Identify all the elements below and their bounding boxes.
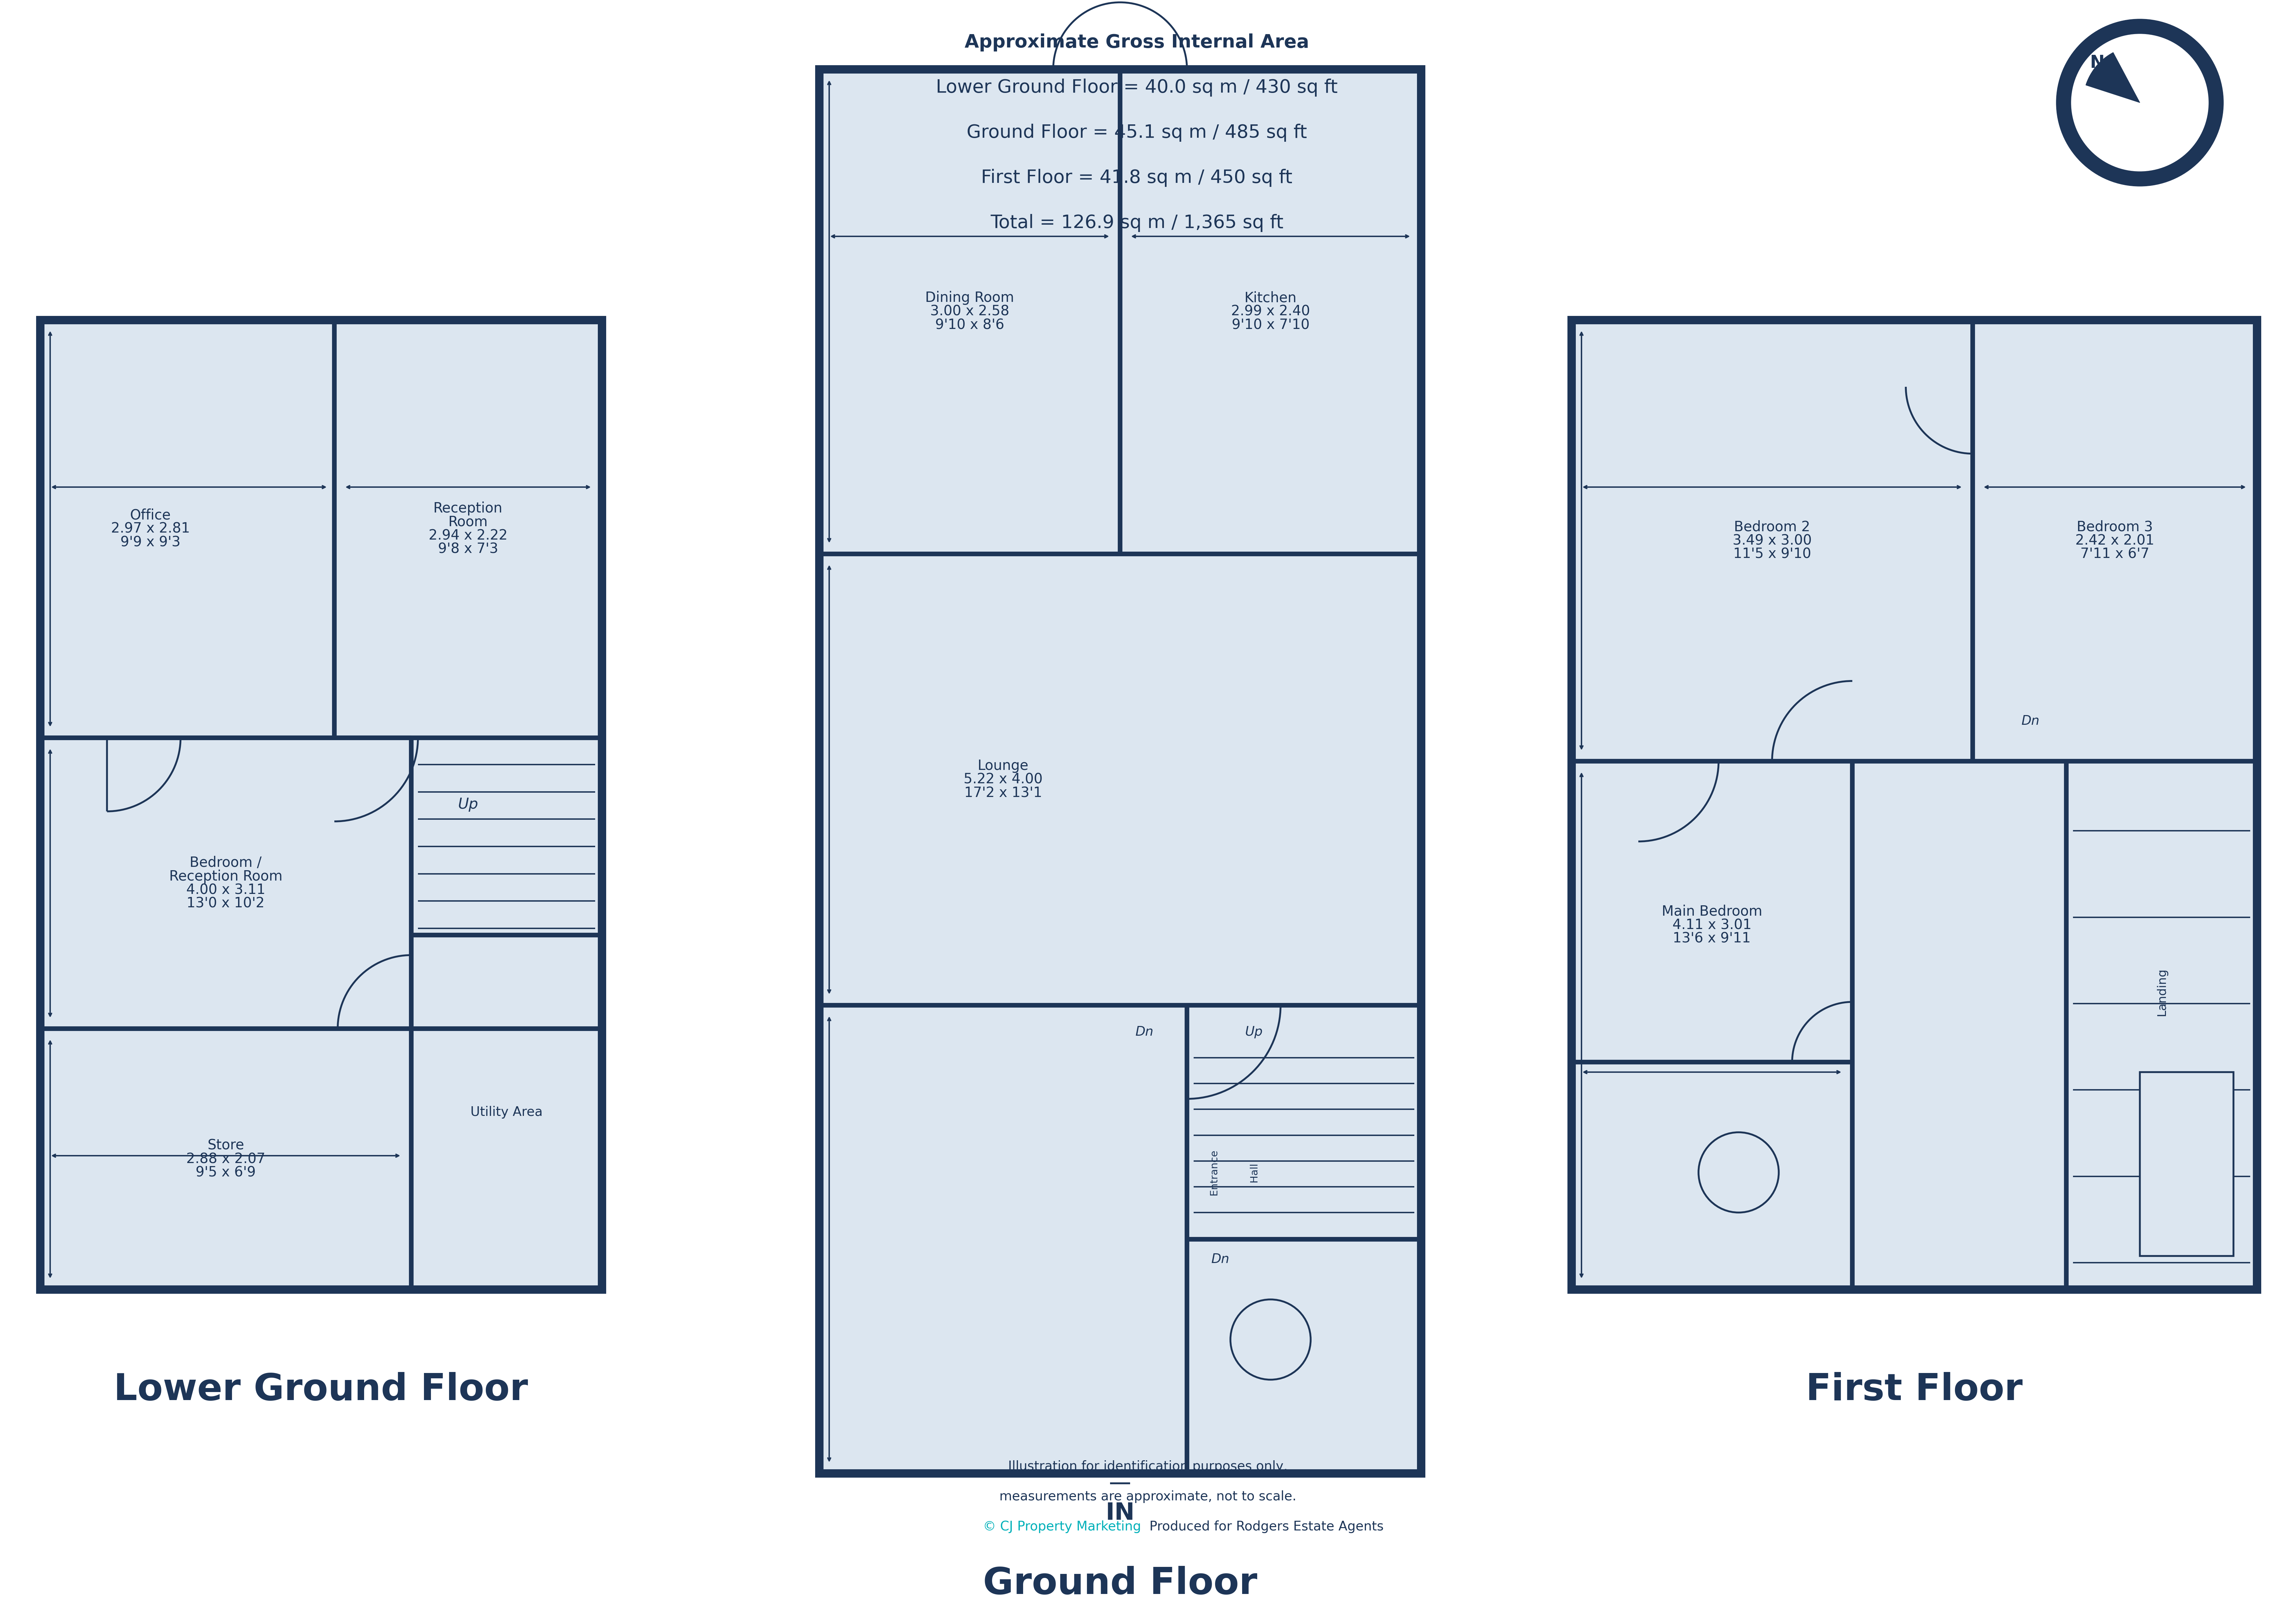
Text: Entrance: Entrance [1210,1149,1219,1196]
Text: Up: Up [457,797,478,812]
Text: 17'2 x 13'1: 17'2 x 13'1 [964,786,1042,800]
Text: © CJ Property Marketing: © CJ Property Marketing [983,1520,1141,1533]
Text: Store: Store [207,1138,243,1152]
Text: First Floor: First Floor [1805,1372,2023,1408]
Text: Main Bedroom: Main Bedroom [1662,905,1761,919]
Text: Office: Office [131,508,170,522]
Text: 9'8 x 7'3: 9'8 x 7'3 [439,542,498,556]
Text: Ground Floor = 45.1 sq m / 485 sq ft: Ground Floor = 45.1 sq m / 485 sq ft [967,124,1306,141]
Bar [1570,320,2257,1289]
Text: Dn: Dn [1212,1253,1228,1266]
Text: 7'11 x 6'7: 7'11 x 6'7 [2080,546,2149,561]
Text: 2.94 x 2.22: 2.94 x 2.22 [429,529,507,543]
Text: 5.22 x 4.00: 5.22 x 4.00 [964,773,1042,786]
Text: Produced for Rodgers Estate Agents: Produced for Rodgers Estate Agents [1141,1520,1384,1533]
Text: 13'6 x 9'11: 13'6 x 9'11 [1674,932,1752,945]
Text: 4.11 x 3.01: 4.11 x 3.01 [1671,918,1752,932]
Text: 11'5 x 9'10: 11'5 x 9'10 [1733,546,1812,561]
Text: Approximate Gross Internal Area: Approximate Gross Internal Area [964,34,1309,51]
Text: Lounge: Lounge [978,759,1029,773]
Text: Bedroom 3: Bedroom 3 [2076,521,2154,534]
Text: Total = 126.9 sq m / 1,365 sq ft: Total = 126.9 sq m / 1,365 sq ft [990,214,1283,231]
Text: First Floor = 41.8 sq m / 450 sq ft: First Floor = 41.8 sq m / 450 sq ft [980,169,1293,186]
Text: Kitchen: Kitchen [1244,291,1297,305]
Circle shape [2057,19,2223,186]
Text: Dn: Dn [1134,1025,1153,1038]
Text: Bedroom 2: Bedroom 2 [1733,521,1809,534]
Text: measurements are approximate, not to scale.: measurements are approximate, not to sca… [999,1490,1297,1503]
Text: 2.99 x 2.40: 2.99 x 2.40 [1231,305,1311,318]
Text: 2.42 x 2.01: 2.42 x 2.01 [2076,534,2154,548]
Text: Landing: Landing [2156,967,2167,1016]
Text: 3.49 x 3.00: 3.49 x 3.00 [1733,534,1812,548]
Text: Reception Room: Reception Room [170,869,282,884]
Text: Ground Floor: Ground Floor [983,1565,1258,1602]
Text: Utility Area: Utility Area [471,1106,542,1118]
Text: 9'10 x 8'6: 9'10 x 8'6 [934,318,1003,333]
Text: Up: Up [1244,1025,1263,1038]
Text: 2.97 x 2.81: 2.97 x 2.81 [110,522,191,535]
Text: Lower Ground Floor: Lower Ground Floor [115,1372,528,1408]
Text: Dn: Dn [2020,715,2039,728]
Text: 9'9 x 9'3: 9'9 x 9'3 [119,535,181,550]
Text: Lower Ground Floor = 40.0 sq m / 430 sq ft: Lower Ground Floor = 40.0 sq m / 430 sq … [937,79,1339,96]
Text: 2.88 x 2.07: 2.88 x 2.07 [186,1152,266,1167]
Wedge shape [2085,53,2140,103]
Text: 13'0 x 10'2: 13'0 x 10'2 [186,897,264,911]
Bar [2140,1072,2234,1257]
Text: N: N [2089,55,2105,72]
Text: 3.00 x 2.58: 3.00 x 2.58 [930,305,1010,318]
Text: Dining Room: Dining Room [925,291,1015,305]
Circle shape [2071,34,2209,172]
Bar [39,320,602,1289]
Text: 9'5 x 6'9: 9'5 x 6'9 [195,1165,255,1180]
Text: 9'10 x 7'10: 9'10 x 7'10 [1231,318,1309,333]
Text: Bedroom /: Bedroom / [191,857,262,869]
Text: IN: IN [1104,1503,1134,1525]
Text: Hall: Hall [1249,1162,1258,1183]
Text: 4.00 x 3.11: 4.00 x 3.11 [186,882,266,897]
Text: Room: Room [448,516,487,529]
Text: Reception: Reception [434,501,503,516]
Bar [820,69,1421,1474]
Text: Illustration for identification purposes only,: Illustration for identification purposes… [1008,1461,1288,1474]
